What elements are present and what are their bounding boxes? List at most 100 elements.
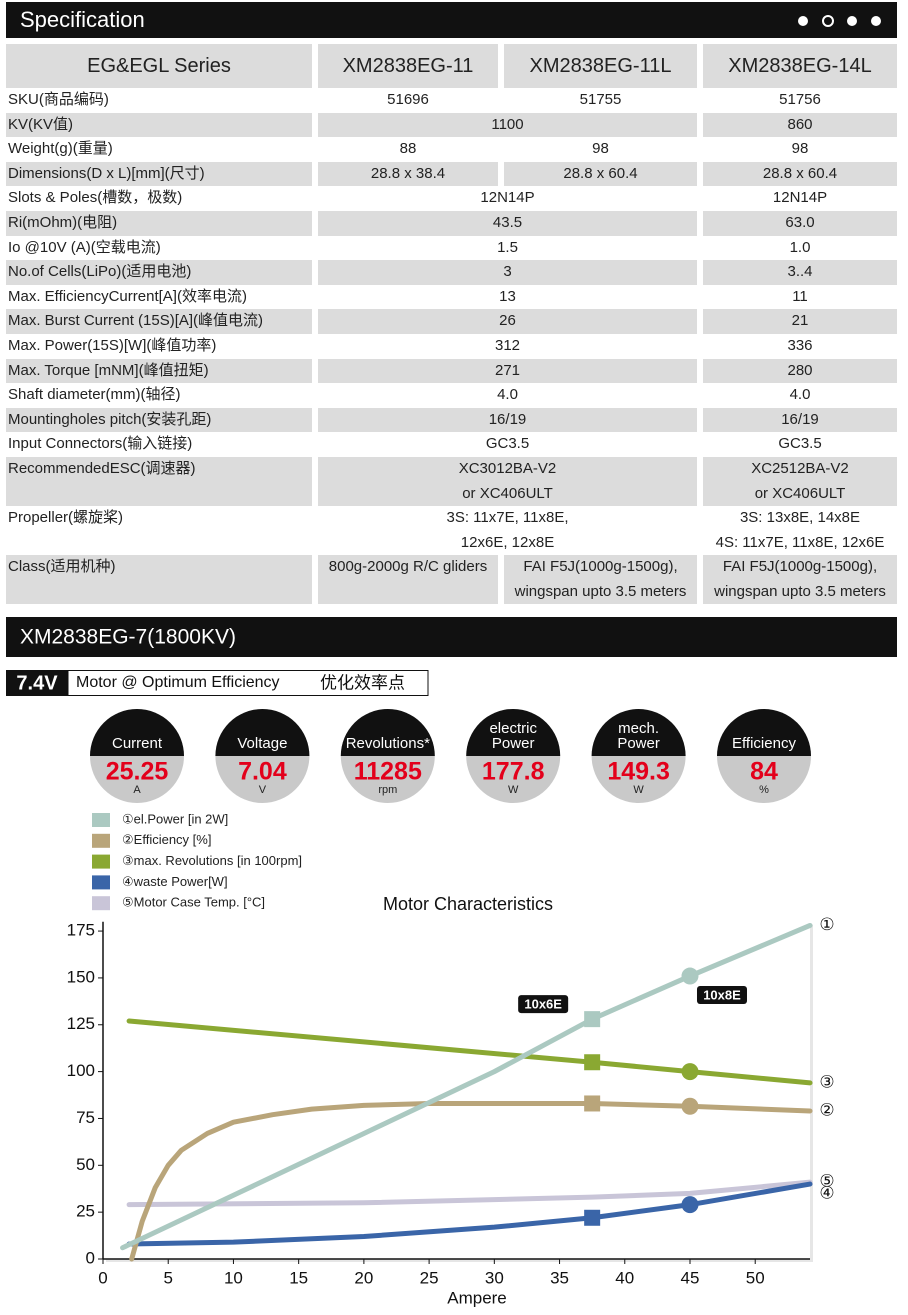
section-bar <box>6 617 897 657</box>
x-tick-label: 5 <box>163 1268 172 1287</box>
row-label: Mountingholes pitch(安装孔距) <box>6 407 312 433</box>
legend-label: ⑤Motor Case Temp. [°C] <box>122 895 265 910</box>
gauge-label: Current <box>112 735 163 752</box>
gauge-value: 149.3 <box>607 758 670 786</box>
row-label: Class(适用机种) <box>6 555 312 605</box>
y-tick-label: 75 <box>76 1108 95 1127</box>
x-tick-label: 25 <box>420 1268 439 1287</box>
row-label: Max. Burst Current (15S)[A](峰值电流) <box>6 309 312 334</box>
header-cell: EG&EGL Series <box>6 44 312 88</box>
cell-line: 1.5 <box>497 238 518 256</box>
cell-line: 51755 <box>579 91 622 108</box>
row-label: Dimensions(D x L)[mm](尺寸) <box>6 161 312 187</box>
y-tick-label: 50 <box>76 1155 95 1174</box>
series-line <box>129 1100 813 1262</box>
cell: XC3012BA-V2 or XC406ULT <box>318 456 697 507</box>
cell-line: 3S: 13x8E, 14x8E <box>739 509 861 527</box>
cell-line: 336 <box>787 336 813 354</box>
cell-line: 13 <box>499 287 516 305</box>
cell: 1.5 <box>318 236 697 261</box>
subtitle-box <box>67 670 429 696</box>
row-label: Shaft diameter(mm)(轴径) <box>8 386 181 404</box>
cell: 98 <box>504 137 697 162</box>
cell: 28.8 x 60.4 <box>504 161 697 187</box>
cell: 312 <box>318 334 697 359</box>
legend-swatch <box>92 854 110 869</box>
gauge-value: 84 <box>750 758 778 786</box>
cell: 16/19 <box>703 407 897 433</box>
x-tick-label: 20 <box>354 1268 373 1287</box>
y-tick-label: 25 <box>76 1202 95 1221</box>
y-tick-label: 150 <box>67 967 95 986</box>
gauge-label: Efficiency <box>732 735 796 752</box>
row-label: Ri(mOhm)(电阻) <box>6 210 312 236</box>
row-label: Io @10V (A)(空载电流) <box>8 238 161 256</box>
cell: 11 <box>703 285 897 310</box>
subtitle: Motor @ Optimum Efficiency <box>76 674 280 691</box>
cell: 43.5 <box>318 210 697 236</box>
cell: GC3.5 <box>318 432 697 457</box>
series-line <box>126 1018 813 1086</box>
legend-swatch <box>92 813 110 827</box>
gauge-top <box>466 709 561 756</box>
header-cell: XM2838EG-11 <box>318 44 498 88</box>
row-label: SKU(商品编码) <box>8 91 109 108</box>
cell-line: 51696 <box>387 91 429 108</box>
gauge-label: Voltage <box>237 735 287 752</box>
series-line <box>126 1179 813 1208</box>
cell: 13 <box>318 285 697 310</box>
y-tick-label: 0 <box>86 1248 95 1267</box>
gauge-top <box>340 709 435 756</box>
cell-line: 312 <box>494 336 521 354</box>
end-label: ④ <box>819 1184 834 1203</box>
gauge-value: 7.04 <box>238 758 287 786</box>
row-label: Propeller(螺旋桨) <box>8 509 124 527</box>
gauge-top <box>717 709 811 756</box>
row-label: No.of Cells(LiPo)(适用电池) <box>6 260 312 285</box>
dot <box>822 15 834 27</box>
cell: 28.8 x 60.4 <box>703 161 897 187</box>
row-label: KV(KV值) <box>6 112 312 138</box>
cell-line: 12N14P <box>772 189 828 207</box>
gauge-unit: W <box>508 784 519 796</box>
row-label: RecommendedESC(调速器) <box>6 456 312 507</box>
annotation: 10x8E <box>703 987 741 1002</box>
row-label: Slots & Poles(槽数，极数) <box>8 189 183 207</box>
subtitle-cn: 优化效率点 <box>320 673 405 692</box>
cell-line: 4S: 11x7E, 11x8E, 12x6E <box>715 533 885 551</box>
cell-line: FAI F5J(1000g-1500g), <box>523 558 678 576</box>
cell: 98 <box>703 137 897 162</box>
cell: 3S: 11x7E, 11x8E, 12x6E, 12x8E <box>318 506 697 555</box>
y-tick-label: 175 <box>67 921 95 940</box>
header-title: Specification <box>20 7 145 32</box>
cell-line: XC3012BA-V2 <box>458 459 557 477</box>
gauge-value: 11285 <box>354 758 422 786</box>
cell-line: or XC406ULT <box>462 484 553 502</box>
cell: 280 <box>703 358 897 384</box>
cell-line: 16/19 <box>781 410 819 428</box>
cell: 3S: 13x8E, 14x8E 4S: 11x7E, 11x8E, 12x6E <box>703 506 897 555</box>
legend-label: ①el.Power [in 2W] <box>122 811 228 826</box>
cell: 26 <box>318 309 697 334</box>
gauge-unit: % <box>759 784 769 796</box>
cell: 12N14P <box>318 186 697 211</box>
cell-line: 271 <box>494 361 521 379</box>
cell: GC3.5 <box>703 432 897 457</box>
cell-line: 12x6E, 12x8E <box>460 533 555 551</box>
cell: 88 <box>318 137 498 162</box>
end-label: ⑤ <box>819 1172 834 1191</box>
dot <box>847 16 857 26</box>
cell-line: 98 <box>592 140 609 158</box>
x-tick-label: 35 <box>550 1268 569 1287</box>
cell: 51696 <box>318 88 498 113</box>
x-axis-label: Ampere <box>447 1288 507 1307</box>
cell: 16/19 <box>318 407 697 433</box>
cell: FAI F5J(1000g-1500g), wingspan upto 3.5 m… <box>504 555 697 605</box>
row-label: Max. Power(15S)[W](峰值功率) <box>8 336 217 354</box>
cell: 4.0 <box>318 383 697 408</box>
cell-line: XC2512BA-V2 <box>751 459 849 477</box>
cell-line: 1.0 <box>789 238 811 256</box>
gauge-top <box>215 709 310 756</box>
cell: 336 <box>703 334 897 359</box>
cell-line: 98 <box>791 140 809 158</box>
